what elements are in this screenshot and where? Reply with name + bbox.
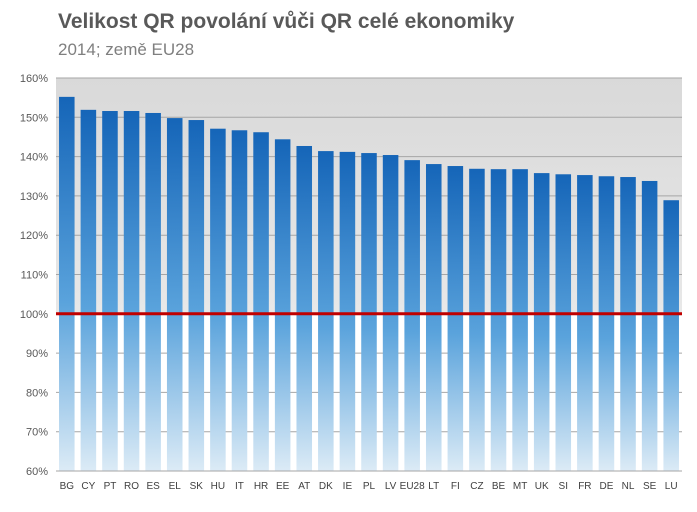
x-tick-label: BE <box>492 481 506 492</box>
x-tick-label: LT <box>428 481 439 492</box>
bar-eu28 <box>404 160 420 471</box>
x-tick-label: DK <box>319 481 333 492</box>
x-tick-label: UK <box>535 481 549 492</box>
x-tick-label: LV <box>385 481 397 492</box>
bar-dk <box>318 151 334 471</box>
chart-subtitle: 2014; země EU28 <box>58 40 195 59</box>
x-tick-label: IT <box>235 481 244 492</box>
chart-title: Velikost QR povolání vůči QR celé ekonom… <box>58 10 515 33</box>
y-tick-label: 80% <box>26 387 48 399</box>
bar-hu <box>210 128 226 471</box>
y-tick-label: 110% <box>21 270 49 282</box>
bar-at <box>296 145 313 471</box>
x-tick-label: FR <box>578 481 591 492</box>
x-tick-label: IE <box>343 481 353 492</box>
bar-ee <box>274 139 291 472</box>
bar-fi <box>447 166 464 472</box>
x-tick-label: RO <box>124 481 139 492</box>
x-tick-label: CY <box>81 481 95 492</box>
x-tick-label: BG <box>60 481 75 492</box>
bar-el <box>166 118 183 471</box>
y-tick-label: 120% <box>20 230 48 242</box>
y-tick-label: 150% <box>20 112 48 124</box>
y-tick-label: 140% <box>20 152 48 164</box>
bar-hr <box>253 132 269 471</box>
x-axis: BG CY PT RO ES EL SK HU IT HR EE AT DK IE PL LV EU28 LT FI… <box>56 470 682 492</box>
bar-sk <box>188 120 205 472</box>
bars <box>59 96 679 472</box>
x-tick-label: LU <box>665 481 678 492</box>
y-tick-label: 70% <box>26 427 48 439</box>
bar-pt <box>102 111 118 472</box>
bar-pl <box>361 153 377 472</box>
x-tick-label: SE <box>643 481 657 492</box>
y-axis: 60% 70% 80% 90% 100% 110% 120% 130% 140% 150% 160% <box>20 73 48 478</box>
x-tick-label: FI <box>451 481 460 492</box>
x-tick-label: HU <box>211 481 225 492</box>
bar-si <box>555 174 572 471</box>
x-tick-label: ES <box>146 481 160 492</box>
bar-de <box>598 176 615 471</box>
bar-it <box>231 130 248 472</box>
x-tick-label: HR <box>254 481 268 492</box>
bar-cy <box>80 109 97 471</box>
x-tick-label: MT <box>513 481 527 492</box>
y-tick-label: 60% <box>26 466 48 478</box>
y-tick-label: 160% <box>20 73 48 85</box>
bar-lt <box>425 164 442 471</box>
x-tick-label: EU28 <box>400 481 425 492</box>
bar-be <box>490 169 507 471</box>
bar-cz <box>469 168 485 471</box>
bar-se <box>641 180 658 471</box>
x-tick-label: PT <box>104 481 117 492</box>
x-tick-label: PL <box>363 481 376 492</box>
x-tick-label: SI <box>559 481 568 492</box>
bar-fr <box>577 175 593 472</box>
bar-uk <box>533 173 550 471</box>
x-tick-label: EE <box>276 481 290 492</box>
bar-lu <box>663 200 679 471</box>
x-tick-label: DE <box>599 481 613 492</box>
bar-nl <box>620 177 636 471</box>
y-tick-label: 130% <box>20 191 48 203</box>
y-tick-label: 100% <box>20 309 48 321</box>
bar-ie <box>339 151 356 471</box>
x-tick-label: EL <box>169 481 182 492</box>
bar-ro <box>123 111 140 472</box>
y-tick-label: 90% <box>26 348 48 360</box>
bar-es <box>145 112 161 472</box>
x-tick-label: AT <box>298 481 310 492</box>
bar-mt <box>512 169 528 471</box>
x-tick-label: CZ <box>470 481 483 492</box>
x-tick-label: SK <box>190 481 204 492</box>
bar-bg <box>59 96 75 471</box>
x-tick-label: NL <box>622 481 635 492</box>
